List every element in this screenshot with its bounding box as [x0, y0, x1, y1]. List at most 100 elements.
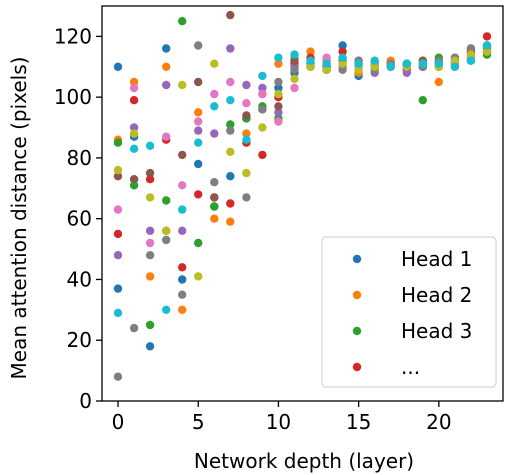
- data-point-s8-4: [178, 80, 187, 90]
- data-point-s0-6: [194, 159, 203, 169]
- y-tick-label-2: 40: [67, 267, 92, 291]
- plot-frame: [101, 5, 504, 402]
- data-point-s1-6: [210, 214, 219, 223]
- data-point-s9-23: [482, 41, 492, 50]
- data-point-s6-9: [258, 89, 267, 99]
- data-point-s8-12: [306, 62, 315, 71]
- data-point-s8-1: [129, 129, 139, 138]
- data-point-s3-7: [226, 199, 235, 208]
- data-point-s9-3: [162, 305, 171, 314]
- data-point-s0-3: [145, 342, 155, 351]
- data-point-s3-4: [178, 263, 187, 272]
- data-point-s9-8: [242, 135, 251, 144]
- x-tick-label-4: 20: [426, 410, 451, 434]
- data-point-s5-2: [145, 168, 155, 178]
- data-point-s9-14: [338, 53, 347, 62]
- data-point-s9-11: [290, 50, 299, 59]
- data-point-s5-5: [194, 77, 203, 87]
- data-point-s9-18: [402, 59, 411, 68]
- data-point-s1-10: [274, 59, 283, 68]
- legend-marker-3: [352, 362, 362, 372]
- data-point-s6-11: [290, 83, 299, 93]
- data-point-s8-15: [354, 65, 363, 75]
- data-point-s8-6: [210, 59, 219, 68]
- data-point-s7-11: [290, 65, 299, 75]
- legend-label-2: Head 3: [401, 319, 472, 343]
- data-point-s7-0: [113, 372, 123, 381]
- data-point-s8-0: [113, 165, 123, 175]
- data-point-s6-7: [226, 77, 235, 87]
- data-point-s1-8: [242, 129, 251, 138]
- data-point-s5-1: [129, 175, 139, 184]
- data-point-s4-7: [226, 44, 235, 53]
- data-point-s5-6: [210, 193, 219, 202]
- data-point-s9-9: [258, 71, 267, 81]
- data-point-s6-3: [162, 132, 171, 141]
- data-point-s0-4: [162, 44, 171, 53]
- legend-marker-0: [352, 254, 362, 264]
- data-point-s9-22: [466, 56, 476, 65]
- data-point-s6-0: [113, 205, 123, 214]
- data-point-s6-13: [322, 53, 331, 62]
- data-point-s9-1: [129, 144, 139, 153]
- data-point-s7-6: [210, 178, 219, 187]
- data-point-s8-11: [290, 74, 299, 84]
- data-point-s1-3: [162, 62, 171, 71]
- data-point-s2-5: [194, 238, 203, 248]
- data-point-s4-6: [210, 129, 219, 138]
- data-point-s7-4: [178, 290, 187, 299]
- data-point-s1-12: [306, 47, 315, 56]
- data-point-s1-4: [178, 305, 187, 314]
- x-tick-label-1: 5: [192, 410, 205, 434]
- y-tick-label-4: 80: [67, 146, 92, 170]
- data-point-s0-11: [274, 83, 283, 93]
- data-point-s4-3: [162, 80, 171, 90]
- data-point-s0-0: [113, 62, 123, 71]
- data-point-s6-8: [242, 99, 251, 108]
- data-point-s7-1: [129, 323, 139, 333]
- data-point-s3-2: [145, 175, 155, 184]
- legend-box: [321, 236, 497, 388]
- data-point-s3-23: [482, 32, 492, 41]
- data-point-s9-15: [354, 59, 363, 68]
- data-point-s6-1: [129, 83, 139, 93]
- data-point-s1-5: [194, 108, 203, 117]
- data-point-s3-9: [258, 150, 267, 160]
- data-point-s7-14: [338, 65, 347, 75]
- legend-label-0: Head 1: [401, 247, 472, 271]
- data-point-s9-2: [145, 141, 155, 150]
- data-point-s2-1: [129, 181, 139, 190]
- data-point-s0-5: [178, 275, 187, 284]
- data-point-s9-7: [226, 96, 235, 105]
- x-tick-label-0: 0: [112, 410, 125, 434]
- data-point-s5-7: [226, 10, 235, 20]
- data-point-s8-21: [450, 56, 460, 65]
- data-point-s8-3: [162, 226, 171, 235]
- data-point-s2-7: [226, 120, 235, 129]
- data-point-s4-18: [402, 68, 411, 78]
- data-point-s7-2: [145, 251, 155, 260]
- data-point-s3-5: [194, 190, 203, 199]
- data-point-s4-4: [178, 226, 187, 235]
- data-point-s6-10: [274, 117, 283, 126]
- data-point-s8-5: [194, 272, 203, 281]
- data-point-s2-3: [162, 196, 171, 205]
- data-point-s2-0: [113, 138, 123, 147]
- data-point-s4-5: [194, 126, 203, 135]
- data-point-s6-4: [178, 181, 187, 190]
- data-point-s2-6: [210, 202, 219, 211]
- data-point-s8-14: [338, 59, 347, 68]
- data-point-s0-15: [338, 41, 347, 50]
- legend-label-3: ...: [401, 355, 420, 379]
- legend-label-1: Head 2: [401, 283, 472, 307]
- data-point-s7-10: [274, 77, 283, 87]
- data-point-s3-14: [338, 47, 347, 56]
- legend-marker-1: [352, 290, 362, 300]
- legend: Head 1 Head 2 Head 3...: [321, 236, 497, 388]
- points-layer: [113, 10, 492, 381]
- data-point-s8-13: [322, 65, 331, 75]
- data-point-s9-21: [450, 62, 460, 71]
- data-point-s9-17: [386, 62, 395, 71]
- legend-marker-2: [352, 326, 362, 336]
